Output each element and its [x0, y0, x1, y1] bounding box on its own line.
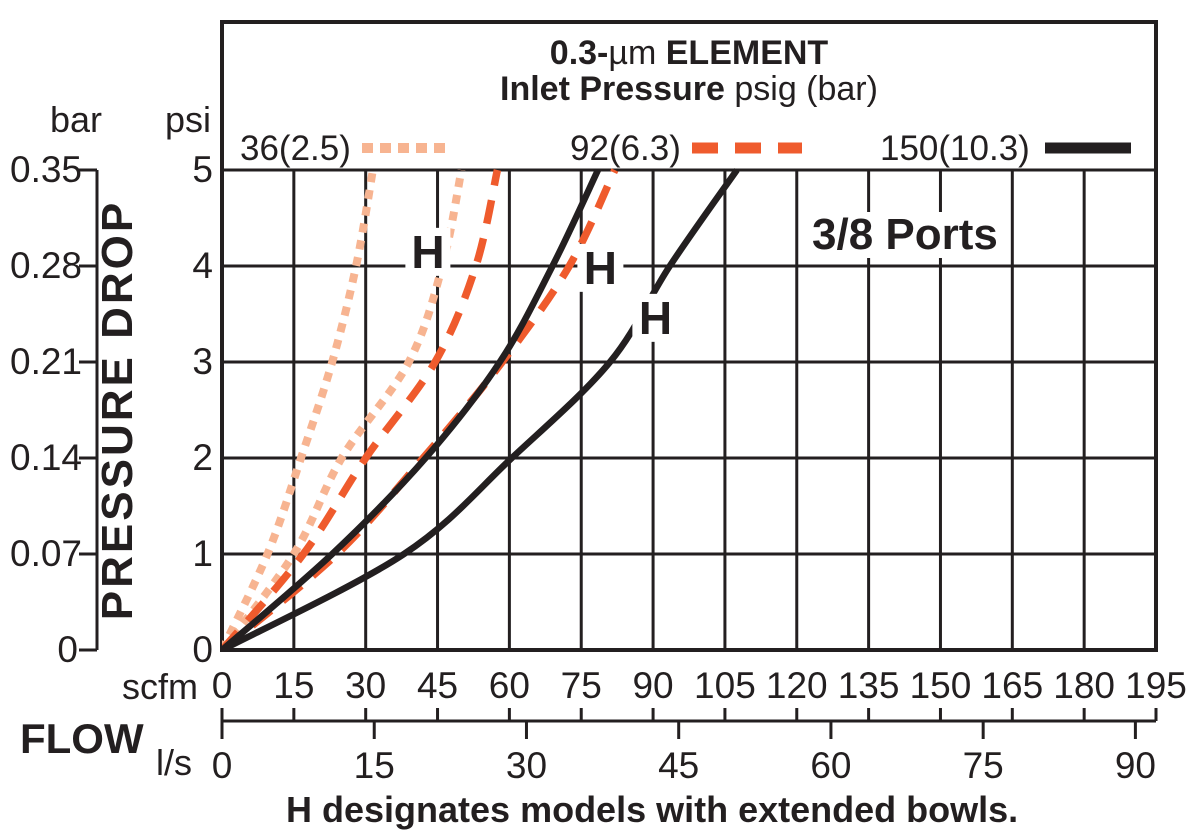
- title-inlet-pressure: Inlet Pressure: [500, 69, 725, 108]
- scfm-tick-label: 0: [211, 665, 233, 706]
- curve-150_std: [222, 168, 601, 650]
- ls-tick-label: 0: [211, 745, 233, 786]
- ls-tick-label: 90: [1114, 745, 1156, 786]
- bar-tick-label: 0.07: [10, 533, 83, 574]
- scfm-tick-label: 165: [981, 665, 1044, 706]
- curve-36_std: [222, 169, 377, 650]
- ls-unit-label: l/s: [156, 742, 192, 783]
- title-micron-unit: µm: [608, 34, 657, 72]
- legend-label-36: 36(2.5): [240, 129, 351, 168]
- ls-tick-label: 30: [505, 745, 548, 786]
- bar-unit-label: bar: [49, 99, 103, 140]
- h-curve-marker: H: [577, 243, 623, 292]
- chart-title-line2: Inlet Pressure psig (bar): [222, 69, 1156, 108]
- psi-tick-label: 1: [192, 533, 213, 574]
- scfm-tick-label: 180: [1053, 665, 1115, 706]
- chart-frame: [220, 20, 1158, 652]
- legend-label-150: 150(10.3): [880, 129, 1030, 168]
- scfm-tick-label: 135: [837, 665, 900, 706]
- chart-title-line1: 0.3-µm ELEMENT: [222, 34, 1156, 72]
- h-curve-marker: H: [405, 227, 451, 276]
- psi-tick-label: 3: [192, 341, 213, 382]
- ls-tick-label: 45: [658, 745, 700, 786]
- bar-tick-label: 0: [57, 629, 78, 670]
- pressure-drop-axis-label: PRESSURE DROP: [92, 199, 142, 621]
- ports-annotation: 3/8 Ports: [804, 211, 1006, 259]
- psi-unit-label: psi: [164, 99, 212, 140]
- ls-tick-label: 60: [810, 745, 852, 786]
- curve-150_h: [222, 168, 740, 650]
- flow-axis-label: FLOW: [20, 715, 144, 762]
- bar-tick-label: 0.14: [10, 437, 83, 478]
- scfm-unit-label: scfm: [122, 666, 198, 707]
- scfm-tick-label: 15: [273, 665, 315, 706]
- scfm-tick-label: 105: [694, 665, 756, 706]
- ls-tick-label: 75: [962, 745, 1004, 786]
- title-pressure-units: psig (bar): [724, 69, 878, 108]
- bar-tick-label: 0.21: [10, 341, 83, 382]
- psi-tick-label: 5: [192, 149, 213, 190]
- chart-title: 0.3-µm ELEMENT Inlet Pressure psig (bar): [222, 34, 1156, 108]
- bar-tick-label: 0.35: [10, 149, 83, 190]
- ls-tick-label: 15: [353, 745, 395, 786]
- scfm-tick-label: 30: [345, 665, 387, 706]
- psi-tick-label: 2: [192, 437, 213, 478]
- scfm-tick-label: 45: [416, 665, 459, 706]
- title-micron-rating: 0.3-: [549, 34, 609, 72]
- h-curve-marker: H: [632, 293, 679, 342]
- scfm-tick-label: 150: [909, 665, 972, 706]
- curve-92_std: [222, 169, 502, 650]
- title-element-word: ELEMENT: [656, 34, 829, 72]
- psi-tick-label: 0: [192, 629, 213, 670]
- bar-tick-label: 0.28: [10, 245, 83, 286]
- psi-tick-label: 4: [192, 245, 213, 286]
- legend-label-92: 92(6.3): [570, 129, 681, 168]
- scfm-tick-label: 195: [1125, 665, 1187, 706]
- h-models-caption: H designates models with extended bowls.: [286, 789, 1019, 830]
- scfm-tick-label: 75: [560, 665, 602, 706]
- scfm-tick-label: 120: [765, 665, 828, 706]
- scfm-tick-label: 60: [488, 665, 530, 706]
- scfm-tick-label: 90: [632, 665, 674, 706]
